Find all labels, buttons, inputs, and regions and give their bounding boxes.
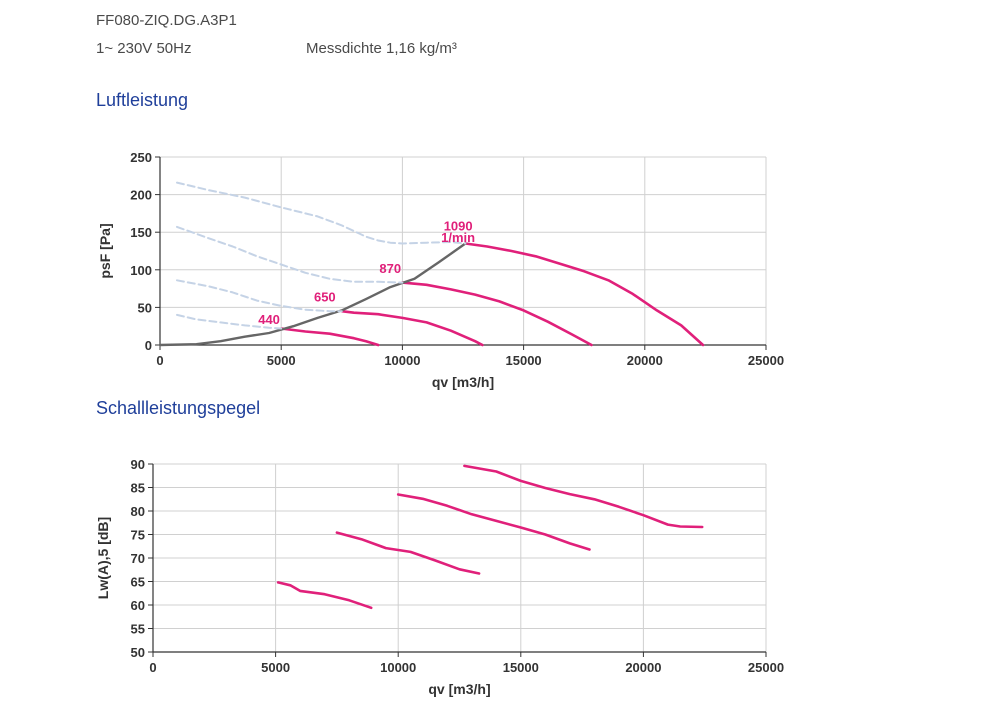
y-tick-label: 250 xyxy=(130,150,152,165)
x-tick-label: 10000 xyxy=(380,660,416,675)
dashed-curve-5 xyxy=(176,181,467,245)
fan-curve-2 xyxy=(396,493,591,551)
y-tick-label: 90 xyxy=(131,457,145,472)
dashed-curve-6 xyxy=(176,225,404,284)
fan-curve-1 xyxy=(340,309,484,347)
fan-curve-0 xyxy=(276,581,373,610)
sound-power-heading: Schallleistungspegel xyxy=(96,398,261,418)
system-curve-4 xyxy=(158,242,467,347)
model-name: FF080-ZIQ.DG.A3P1 xyxy=(96,12,237,29)
y-tick-label: 50 xyxy=(138,300,152,315)
air-performance-heading: Luftleistung xyxy=(96,90,189,110)
measurement-density: Messdichte 1,16 kg/m³ xyxy=(306,40,457,57)
dashed-curve-8 xyxy=(176,313,283,330)
speed-label: 870 xyxy=(379,261,401,276)
y-tick-label: 0 xyxy=(145,338,152,353)
fan-curve-0 xyxy=(279,327,380,347)
x-tick-label: 0 xyxy=(156,353,163,368)
fan-curve-1 xyxy=(335,531,481,575)
y-tick-label: 75 xyxy=(131,528,145,543)
y-tick-label: 80 xyxy=(131,504,145,519)
y-tick-label: 85 xyxy=(131,481,145,496)
y-tick-label: 55 xyxy=(131,622,145,637)
x-tick-label: 20000 xyxy=(627,353,663,368)
y-tick-label: 70 xyxy=(131,551,145,566)
y-tick-label: 200 xyxy=(130,188,152,203)
x-tick-label: 15000 xyxy=(503,660,539,675)
y-axis-label: Lw(A),5 [dB] xyxy=(95,517,111,599)
fan-curve-2 xyxy=(401,281,593,347)
x-axis-label: qv [m3/h] xyxy=(432,374,494,390)
x-axis-label: qv [m3/h] xyxy=(428,681,490,697)
y-tick-label: 50 xyxy=(131,645,145,660)
dashed-curve-7 xyxy=(176,279,343,313)
y-tick-label: 60 xyxy=(131,598,145,613)
y-axis-label: psF [Pa] xyxy=(97,223,113,278)
y-tick-label: 65 xyxy=(131,575,145,590)
y-tick-label: 150 xyxy=(130,225,152,240)
x-tick-label: 10000 xyxy=(384,353,420,368)
x-tick-label: 20000 xyxy=(625,660,661,675)
air-chart: 0 5000 10000 15000 20000 25000 0 50 100 150 200 250… xyxy=(97,150,784,390)
power-supply: 1~ 230V 50Hz xyxy=(96,40,192,57)
y-tick-label: 100 xyxy=(130,263,152,278)
speed-label: 650 xyxy=(314,289,336,304)
sound-chart: 0 5000 10000 15000 20000 25000 50 55 60 65 70 75 80 8… xyxy=(95,457,784,697)
x-tick-label: 5000 xyxy=(267,353,296,368)
fan-curve-3 xyxy=(463,464,704,529)
x-tick-label: 15000 xyxy=(506,353,542,368)
speed-label: 1/min xyxy=(441,230,475,245)
fan-curve-3 xyxy=(464,242,705,347)
x-tick-label: 5000 xyxy=(261,660,290,675)
speed-label: 1090 xyxy=(444,219,473,234)
x-tick-label: 0 xyxy=(149,660,156,675)
x-tick-label: 25000 xyxy=(748,660,784,675)
speed-label: 440 xyxy=(258,312,280,327)
x-tick-label: 25000 xyxy=(748,353,784,368)
